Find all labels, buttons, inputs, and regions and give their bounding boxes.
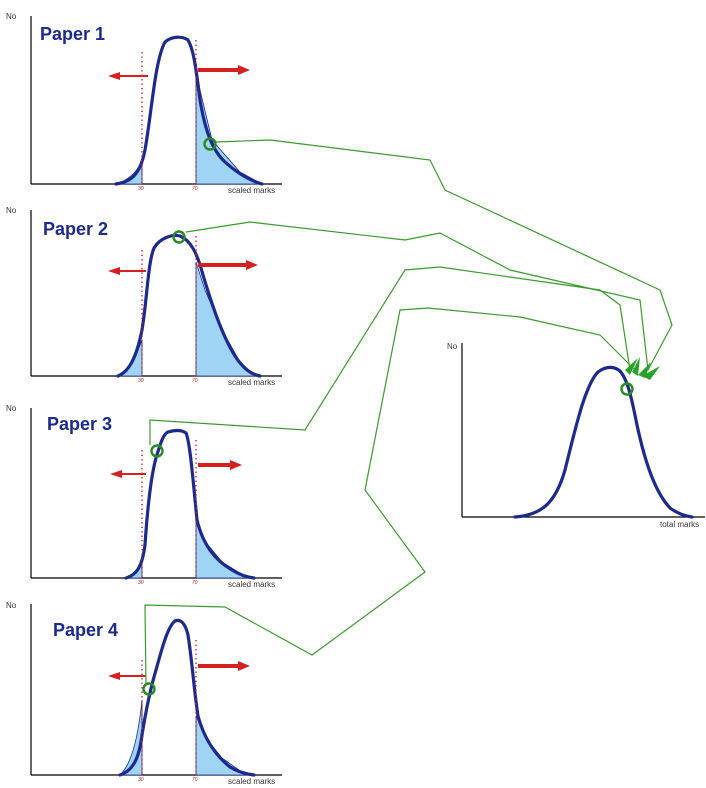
paper-1-tick-high: 70 bbox=[192, 186, 198, 192]
total-selected-candidate bbox=[620, 382, 634, 396]
paper-1-y-axis-label: No bbox=[6, 12, 17, 21]
paper-2-left-arrow bbox=[108, 267, 146, 275]
paper-2-distribution-curve bbox=[116, 233, 262, 378]
paper-4-y-axis-label: No bbox=[6, 601, 17, 610]
paper-1-distribution-curve bbox=[114, 35, 264, 186]
paper-3-upper-tail bbox=[195, 514, 250, 579]
total-x-axis-label: total marks bbox=[660, 520, 699, 529]
paper-2-panel: Paper 2 No 30 70 scaled marks bbox=[6, 206, 282, 387]
paper-1-selected-candidate bbox=[203, 137, 217, 151]
paper-3-tick-low: 30 bbox=[138, 580, 144, 586]
paper-4-x-axis-label: scaled marks bbox=[228, 777, 275, 786]
paper-4-panel: Paper 4 No 30 70 scaled marks bbox=[6, 601, 282, 786]
paper-4-selected-candidate bbox=[142, 682, 156, 696]
paper-4-right-arrow bbox=[198, 661, 250, 671]
connectors bbox=[144, 139, 673, 686]
paper-2-selected-candidate bbox=[172, 230, 186, 244]
arrowhead-paper-3 bbox=[632, 357, 640, 376]
connector-paper-4 bbox=[144, 307, 636, 686]
paper-4-title: Paper 4 bbox=[53, 620, 118, 640]
paper-4-lower-tail bbox=[118, 699, 143, 776]
paper-3-right-arrow bbox=[198, 460, 242, 470]
paper-4-tick-low: 30 bbox=[138, 777, 144, 783]
paper-4-left-arrow bbox=[108, 672, 146, 680]
paper-1-title: Paper 1 bbox=[40, 24, 105, 44]
paper-3-y-axis-label: No bbox=[6, 404, 17, 413]
arrowheads bbox=[625, 357, 660, 380]
total-distribution-curve bbox=[513, 365, 694, 519]
paper-3-panel: Paper 3 No 30 70 scaled marks bbox=[6, 404, 282, 589]
total-marks-panel: No total marks bbox=[447, 342, 705, 529]
connector-paper-3 bbox=[149, 266, 631, 445]
paper-1-tick-low: 30 bbox=[138, 186, 144, 192]
arrowhead-paper-1 bbox=[642, 366, 660, 380]
paper-3-x-axis-label: scaled marks bbox=[228, 580, 275, 589]
connector-paper-2 bbox=[185, 221, 649, 371]
paper-3-tick-high: 70 bbox=[192, 580, 198, 586]
paper-1-panel: Paper 1 No 30 70 scaled marks bbox=[6, 12, 282, 195]
paper-3-distribution-curve bbox=[124, 429, 256, 580]
arrowhead-paper-4 bbox=[625, 358, 638, 375]
paper-3-left-arrow bbox=[110, 470, 146, 478]
paper-3-selected-candidate bbox=[150, 444, 164, 458]
paper-2-tick-high: 70 bbox=[192, 378, 198, 384]
total-y-axis-label: No bbox=[447, 342, 458, 351]
connector-paper-1 bbox=[215, 139, 673, 371]
paper-4-tick-high: 70 bbox=[192, 777, 198, 783]
paper-2-y-axis-label: No bbox=[6, 206, 17, 215]
arrowhead-paper-2 bbox=[638, 362, 651, 378]
paper-2-x-axis-label: scaled marks bbox=[228, 378, 275, 387]
paper-3-title: Paper 3 bbox=[47, 414, 112, 434]
paper-2-title: Paper 2 bbox=[43, 219, 108, 239]
paper-1-right-arrow bbox=[198, 65, 250, 75]
paper-1-x-axis-label: scaled marks bbox=[228, 186, 275, 195]
paper-4-upper-tail bbox=[195, 715, 248, 776]
paper-4-distribution-curve bbox=[118, 618, 256, 777]
paper-2-right-arrow bbox=[198, 260, 258, 270]
paper-1-left-arrow bbox=[108, 72, 148, 80]
paper-2-tick-low: 30 bbox=[138, 378, 144, 384]
